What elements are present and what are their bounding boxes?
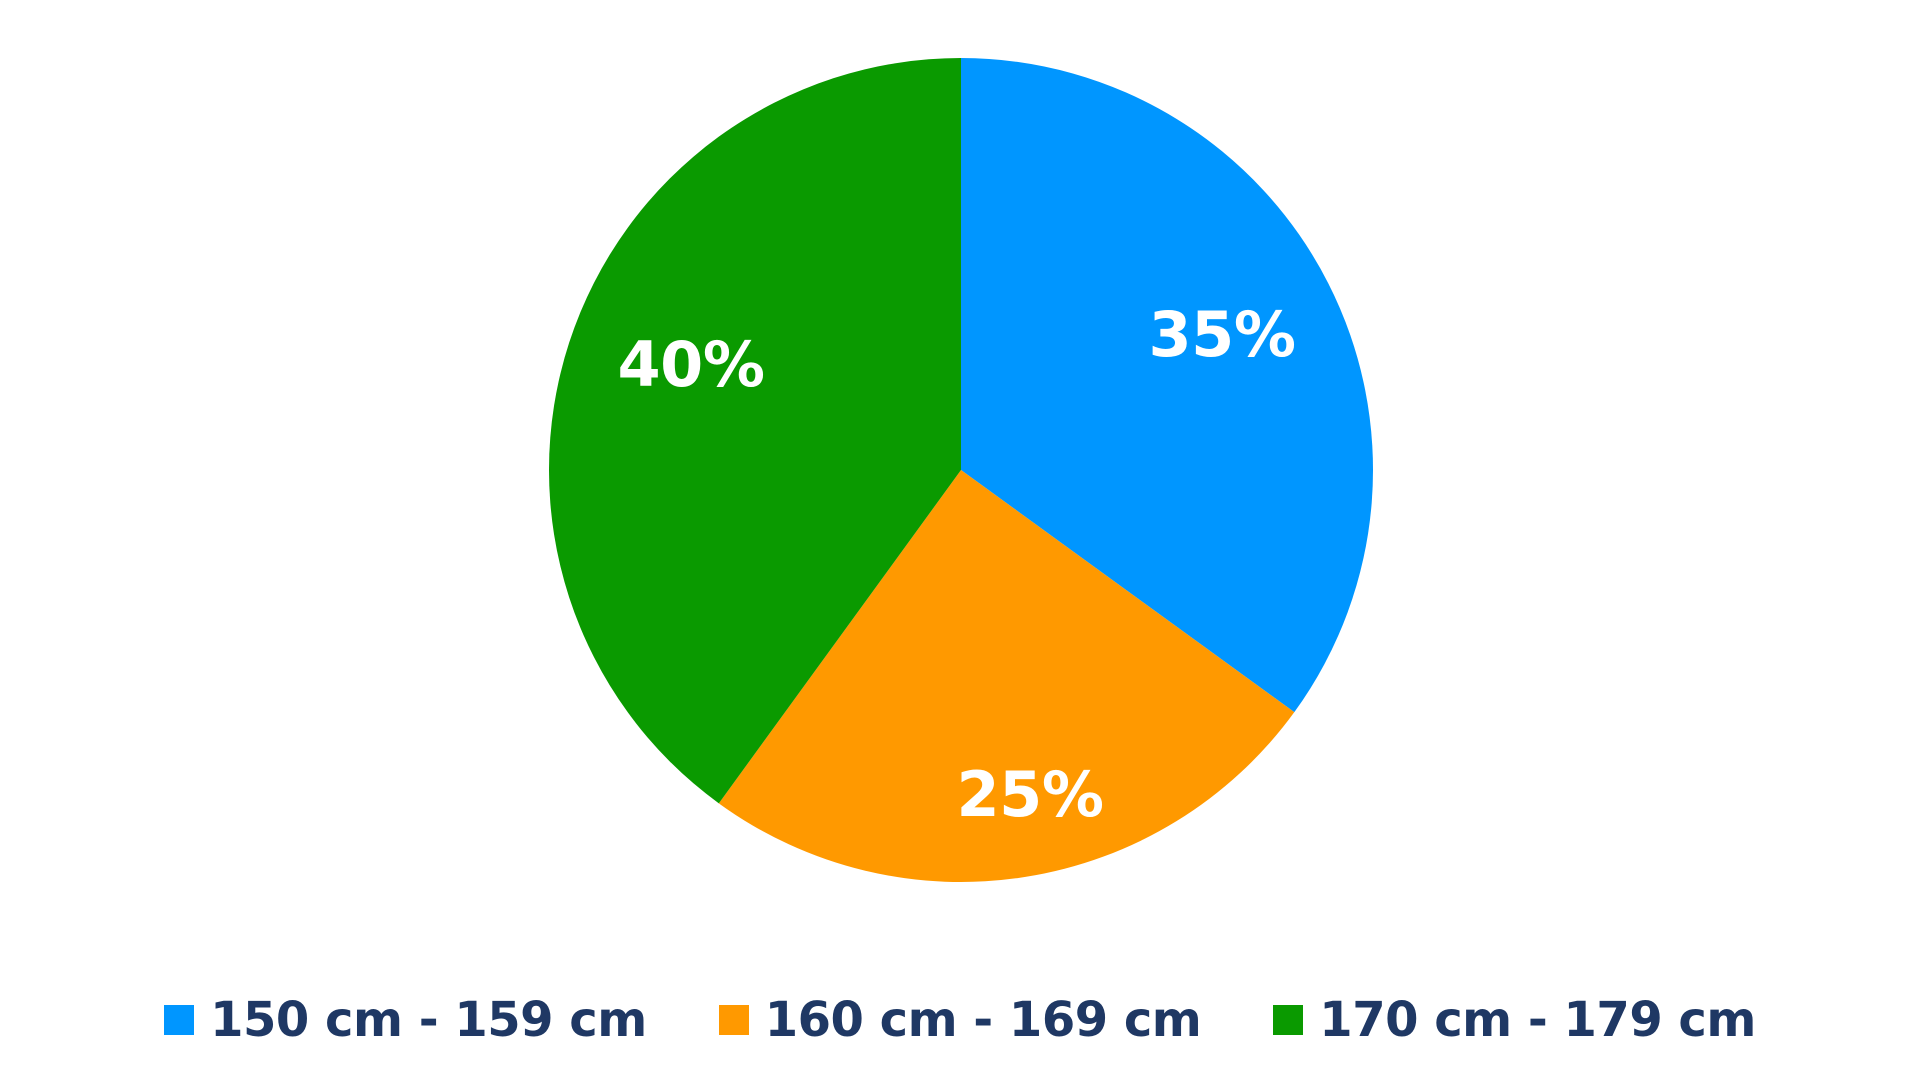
pie-slice[interactable] bbox=[718, 470, 1295, 883]
chart-legend: 150 cm - 159 cm 160 cm - 169 cm 170 cm - 1… bbox=[0, 975, 1920, 1065]
pie-slice[interactable] bbox=[961, 58, 1374, 713]
legend-swatch-icon bbox=[164, 1005, 195, 1035]
legend-item-label: 150 cm - 159 cm bbox=[210, 992, 647, 1048]
pie-svg bbox=[548, 58, 1374, 883]
pie-plot-area: 35% 25% 40% bbox=[548, 58, 1374, 883]
pie-slice[interactable] bbox=[548, 58, 961, 804]
pie-slice-value-label: 25% bbox=[956, 758, 1104, 831]
pie-slice-value-label: 35% bbox=[1148, 298, 1296, 371]
legend-item[interactable]: 170 cm - 179 cm bbox=[1273, 996, 1756, 1044]
legend-item-label: 170 cm - 179 cm bbox=[1319, 992, 1756, 1048]
legend-swatch-icon bbox=[1273, 1005, 1304, 1035]
legend-item[interactable]: 160 cm - 169 cm bbox=[718, 992, 1202, 1048]
legend-item[interactable]: 150 cm - 159 cm bbox=[164, 996, 647, 1044]
legend-swatch-icon bbox=[718, 1005, 749, 1035]
pie-slice-group bbox=[548, 58, 1374, 883]
pie-slice-value-label: 40% bbox=[617, 328, 765, 401]
legend-item-label: 160 cm - 169 cm bbox=[764, 992, 1202, 1048]
